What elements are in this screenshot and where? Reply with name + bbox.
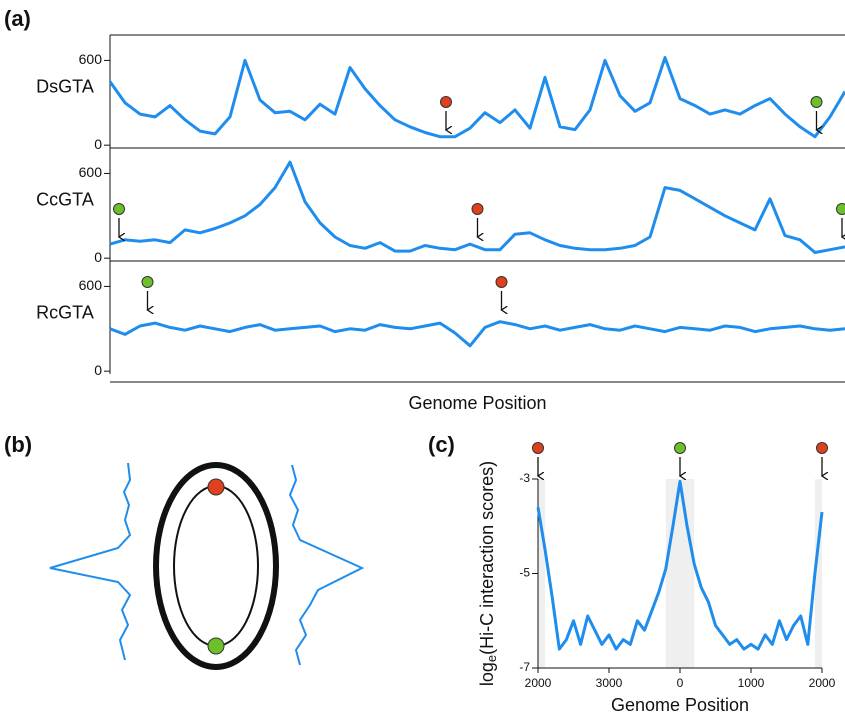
data-line <box>109 160 845 254</box>
series-label: CcGTA <box>36 189 94 209</box>
y-label-base: log <box>477 662 497 686</box>
x-tick-label: 2000 <box>809 676 836 690</box>
y-tick-label: 600 <box>79 277 103 293</box>
site-marker <box>810 96 823 108</box>
site-marker <box>495 276 508 288</box>
y-tick-label: -5 <box>519 566 530 580</box>
y-tick-label: -3 <box>519 471 530 485</box>
series-label: RcGTA <box>36 302 94 322</box>
y-tick-label: 0 <box>94 136 102 152</box>
x-axis-label: Genome Position <box>408 393 546 413</box>
y-tick-label: 0 <box>94 362 102 378</box>
site-marker <box>113 203 125 215</box>
site-marker <box>836 203 845 215</box>
site-marker <box>816 442 828 454</box>
site-marker <box>532 442 544 454</box>
y-tick-label: 600 <box>79 164 103 180</box>
shaded-range <box>665 479 695 668</box>
genome-diagram <box>49 462 365 670</box>
shaded-range <box>538 479 546 668</box>
panel-label: (c) <box>428 432 455 457</box>
shaded-range <box>814 479 822 668</box>
x-tick-label: 2000 <box>525 676 552 690</box>
y-label-sub: e <box>484 655 499 662</box>
x-axis-label: Genome Position <box>611 695 749 715</box>
y-tick-label: 0 <box>94 249 102 265</box>
y-label-rest: (Hi-C interaction scores) <box>477 461 497 655</box>
panel-label: (b) <box>4 432 32 457</box>
y-tick-label: 600 <box>79 51 103 67</box>
series-label: DsGTA <box>36 76 94 96</box>
site-marker <box>471 203 484 215</box>
site-marker <box>141 276 154 288</box>
data-line <box>536 479 824 651</box>
site-marker <box>440 96 452 108</box>
x-tick-label: 3000 <box>596 676 623 690</box>
x-tick-label: 1000 <box>738 676 765 690</box>
x-tick-label: 0 <box>677 676 684 690</box>
y-tick-label: -7 <box>519 660 530 674</box>
data-line <box>109 320 845 348</box>
data-line <box>108 56 845 139</box>
panel-label: (a) <box>4 6 31 31</box>
site-marker <box>674 442 686 454</box>
y-axis-label: loge(Hi-C interaction scores) <box>477 461 500 686</box>
